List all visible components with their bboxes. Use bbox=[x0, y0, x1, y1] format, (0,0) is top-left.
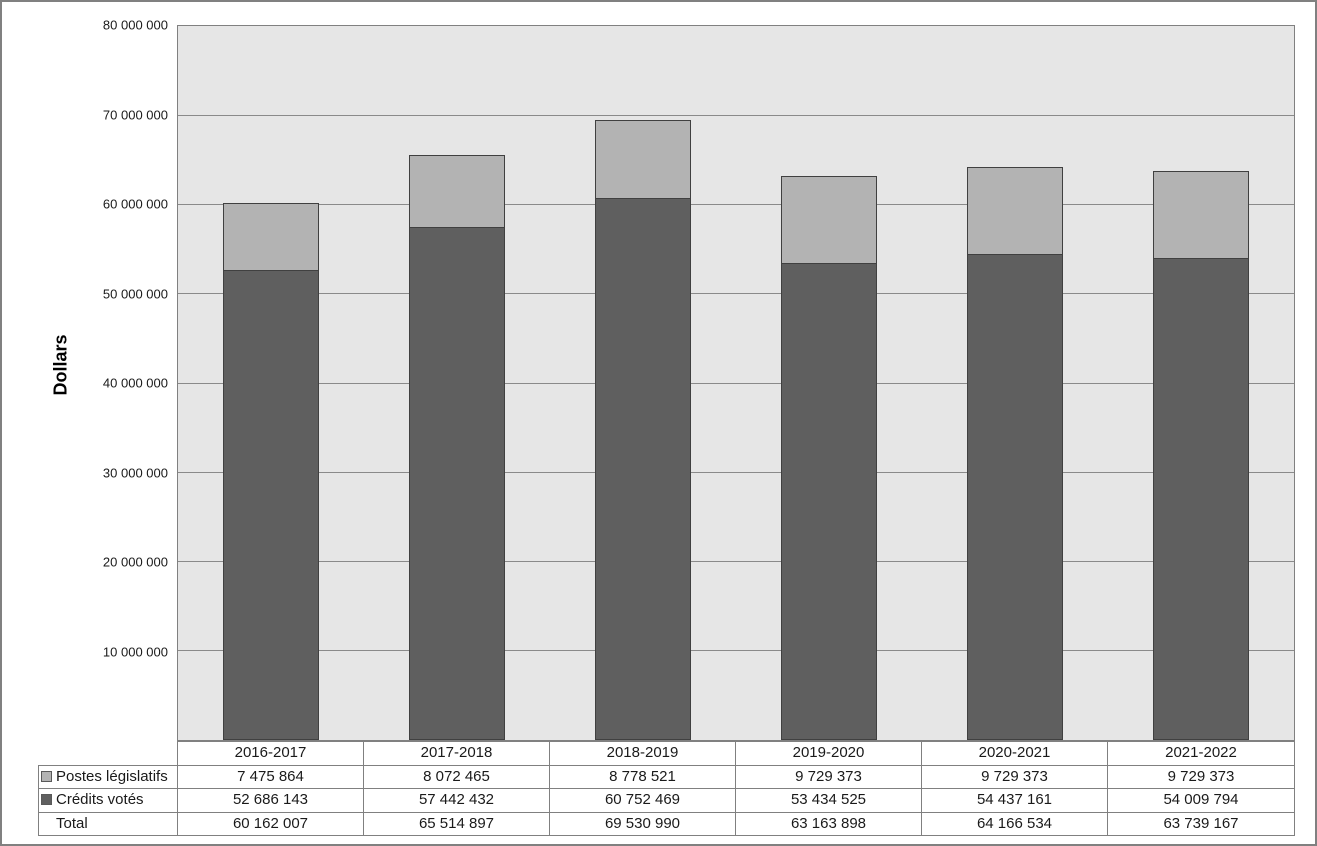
gridline bbox=[178, 204, 1294, 205]
bar-segment-postes-legislatifs-2016-2017 bbox=[223, 203, 319, 271]
year-header-cell: 2018-2019 bbox=[549, 741, 736, 766]
value-cell-credits-votes: 54 437 161 bbox=[921, 788, 1108, 813]
y-tick-label: 30 000 000 bbox=[102, 465, 168, 480]
bar-segment-credits-votes-2020-2021 bbox=[967, 254, 1063, 740]
gridline bbox=[178, 382, 1294, 384]
table-corner-cell bbox=[39, 742, 178, 766]
table-row: Postes législatifs 7 475 864 8 072 465 8 77… bbox=[38, 764, 1295, 789]
year-header-cell: 2019-2020 bbox=[735, 741, 922, 766]
legend-swatch-postes-legislatifs bbox=[41, 770, 52, 782]
gridline bbox=[178, 114, 1294, 116]
value-cell-total: 65 514 897 bbox=[363, 811, 550, 836]
y-tick-label: 20 000 000 bbox=[102, 554, 168, 570]
gridline bbox=[178, 471, 1294, 473]
legend-label: Crédits votés bbox=[56, 791, 144, 809]
gridline bbox=[178, 650, 1294, 652]
value-cell-credits-votes: 60 752 469 bbox=[549, 788, 736, 813]
bar-segment-postes-legislatifs-2021-2022 bbox=[1153, 171, 1249, 259]
bar-segment-postes-legislatifs-2017-2018 bbox=[409, 155, 505, 228]
value-cell-credits-votes: 52 686 143 bbox=[177, 788, 364, 813]
value-cell-credits-votes: 57 442 432 bbox=[363, 788, 550, 813]
value-cell-total: 63 739 167 bbox=[1107, 811, 1295, 836]
bar-segment-credits-votes-2016-2017 bbox=[223, 270, 319, 740]
bar-segment-credits-votes-2019-2020 bbox=[781, 263, 877, 740]
legend-item-postes-legislatifs: Postes législatifs bbox=[38, 764, 178, 789]
value-cell-postes-legislatifs: 9 729 373 bbox=[921, 764, 1108, 789]
y-tick-label: 80 000 000 bbox=[102, 17, 168, 33]
legend-item-credits-votes: Crédits votés bbox=[38, 788, 178, 813]
y-axis: 80 000 000 70 000 000 60 000 000 50 000 000… bbox=[2, 18, 168, 741]
data-table: 2016-2017 2017-2018 2018-2019 2019-2020 2020… bbox=[38, 741, 1295, 836]
total-label: Total bbox=[56, 814, 88, 832]
value-cell-postes-legislatifs: 7 475 864 bbox=[177, 764, 364, 789]
bar-segment-postes-legislatifs-2020-2021 bbox=[967, 167, 1063, 255]
y-tick-label: 40 000 000 bbox=[102, 375, 168, 391]
year-header-cell: 2016-2017 bbox=[177, 741, 364, 766]
value-cell-postes-legislatifs: 9 729 373 bbox=[1107, 764, 1295, 789]
bar-segment-credits-votes-2017-2018 bbox=[409, 227, 505, 740]
legend-swatch-credits-votes bbox=[41, 794, 52, 806]
total-row-label: Total bbox=[38, 811, 178, 836]
table-row: Total 60 162 007 65 514 897 69 530 990 63 16… bbox=[38, 811, 1295, 836]
year-header-cell: 2021-2022 bbox=[1107, 741, 1295, 766]
value-cell-total: 69 530 990 bbox=[549, 811, 736, 836]
value-cell-credits-votes: 53 434 525 bbox=[735, 788, 922, 813]
plot-area bbox=[177, 25, 1295, 741]
table-row: 2016-2017 2017-2018 2018-2019 2019-2020 2020… bbox=[39, 741, 1295, 766]
value-cell-total: 60 162 007 bbox=[177, 811, 364, 836]
year-header-cell: 2017-2018 bbox=[363, 741, 550, 766]
bar-segment-credits-votes-2021-2022 bbox=[1153, 258, 1249, 740]
gridline bbox=[178, 561, 1294, 562]
bar-segment-postes-legislatifs-2019-2020 bbox=[781, 176, 877, 264]
bar-segment-credits-votes-2018-2019 bbox=[595, 198, 691, 740]
bar-segment-postes-legislatifs-2018-2019 bbox=[595, 120, 691, 199]
y-tick-label: 50 000 000 bbox=[102, 286, 168, 301]
legend-label: Postes législatifs bbox=[56, 767, 168, 785]
value-cell-postes-legislatifs: 8 072 465 bbox=[363, 764, 550, 789]
year-header-cell: 2020-2021 bbox=[921, 741, 1108, 766]
value-cell-total: 63 163 898 bbox=[735, 811, 922, 836]
y-tick-label: 60 000 000 bbox=[102, 196, 168, 212]
value-cell-credits-votes: 54 009 794 bbox=[1107, 788, 1295, 813]
y-tick-label: 70 000 000 bbox=[102, 107, 168, 122]
value-cell-total: 64 166 534 bbox=[921, 811, 1108, 836]
table-row: Crédits votés 52 686 143 57 442 432 60 752 … bbox=[38, 788, 1295, 813]
y-tick-label: 10 000 000 bbox=[102, 644, 168, 659]
gridline bbox=[178, 293, 1294, 295]
value-cell-postes-legislatifs: 8 778 521 bbox=[549, 764, 736, 789]
value-cell-postes-legislatifs: 9 729 373 bbox=[735, 764, 922, 789]
